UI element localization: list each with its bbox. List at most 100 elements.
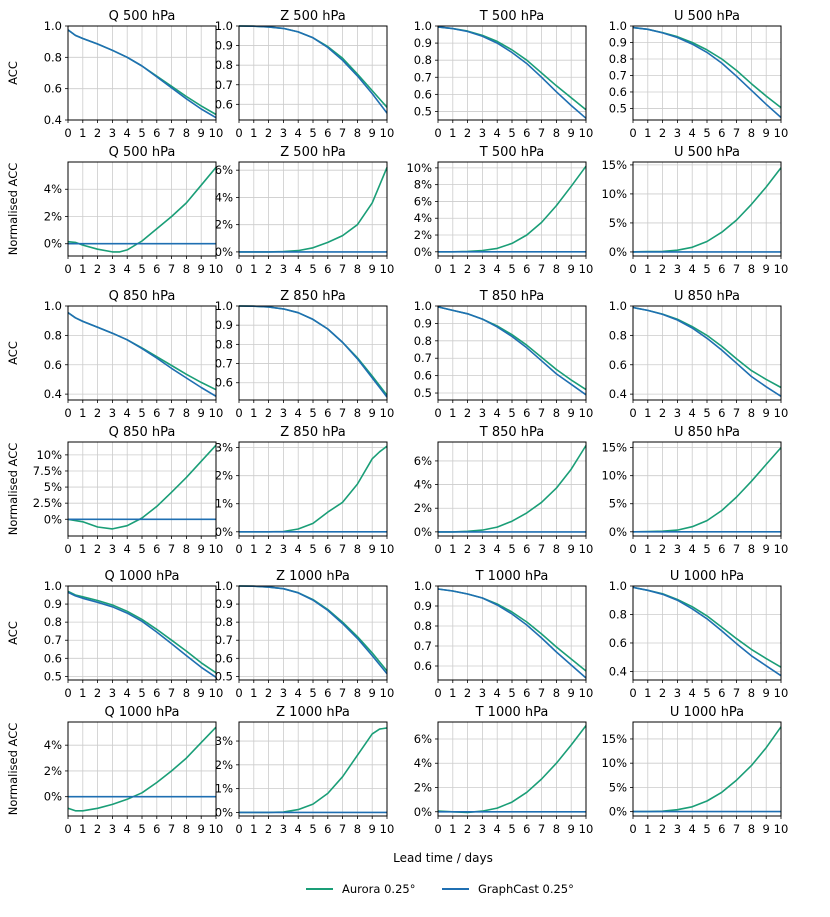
x-tick-label: 3	[280, 686, 287, 700]
y-tick-label: 5%	[609, 216, 627, 230]
x-tick-label: 5	[309, 126, 316, 140]
x-tick-label: 7	[538, 686, 545, 700]
x-tick-label: 7	[339, 542, 346, 556]
chart-panel-2-2: Z 500 hPa 0 1 2 3 4 5 6 7 8 9 10 0% 2% 4% 6%	[215, 145, 395, 276]
x-tick-label: 4	[124, 542, 131, 556]
chart-title: U 1000 hPa	[670, 705, 744, 720]
x-tick-label: 7	[538, 406, 545, 420]
x-tick-label: 9	[763, 542, 770, 556]
x-tick-label: 4	[689, 262, 696, 276]
x-tick-label: 6	[324, 822, 331, 836]
legend: Aurora 0.25° GraphCast 0.25°	[306, 882, 574, 896]
x-tick-label: 6	[324, 686, 331, 700]
x-tick-label: 0	[434, 262, 441, 276]
y-tick-label: 1.0	[414, 579, 432, 593]
series-line-graphcast	[238, 25, 388, 114]
y-tick-label: 0.5	[414, 386, 432, 400]
x-tick-label: 8	[354, 262, 361, 276]
y-tick-label: 0.9	[609, 35, 627, 49]
x-tick-label: 4	[295, 822, 302, 836]
x-tick-label: 5	[309, 822, 316, 836]
y-tick-label: 0%	[609, 525, 627, 539]
x-tick-label: 1	[644, 542, 651, 556]
y-tick-label: 0.6	[44, 651, 62, 665]
y-tick-label: 10%	[601, 756, 627, 770]
y-tick-label: 0%	[44, 790, 62, 804]
x-tick-label: 6	[324, 126, 331, 140]
x-tick-label: 3	[479, 542, 486, 556]
y-axis-label: Normalised ACC	[6, 723, 20, 816]
y-tick-label: 1.0	[44, 579, 62, 593]
x-tick-label: 2	[94, 822, 101, 836]
x-tick-label: 10	[579, 406, 594, 420]
x-tick-label: 0	[629, 542, 636, 556]
y-tick-label: 4%	[44, 182, 62, 196]
x-tick-label: 10	[209, 126, 224, 140]
x-tick-label: 1	[79, 262, 86, 276]
y-tick-label: 1.0	[215, 19, 233, 33]
x-tick-label: 1	[79, 126, 86, 140]
x-tick-label: 6	[718, 262, 725, 276]
x-tick-label: 5	[703, 406, 710, 420]
x-tick-label: 0	[235, 126, 242, 140]
x-tick-label: 1	[79, 406, 86, 420]
chart-title: Q 850 hPa	[109, 425, 176, 440]
x-tick-label: 5	[703, 542, 710, 556]
chart-panel-2-3: T 500 hPa 0 1 2 3 4 5 6 7 8 9 10 0% 2% 4% 6% 8% 10%	[406, 145, 593, 276]
x-tick-label: 10	[774, 126, 789, 140]
x-tick-label: 10	[209, 542, 224, 556]
x-tick-label: 3	[109, 262, 116, 276]
y-tick-label: 0%	[414, 245, 432, 259]
x-tick-label: 3	[109, 126, 116, 140]
x-tick-label: 4	[295, 406, 302, 420]
x-tick-label: 7	[538, 542, 545, 556]
y-tick-label: 0.7	[215, 357, 233, 371]
x-tick-label: 0	[64, 542, 71, 556]
x-tick-label: 9	[369, 406, 376, 420]
series-line-graphcast	[437, 588, 587, 679]
x-tick-label: 7	[339, 822, 346, 836]
x-tick-label: 2	[265, 262, 272, 276]
x-tick-label: 0	[235, 262, 242, 276]
chart-panel-6-4: U 1000 hPa 0 1 2 3 4 5 6 7 8 9 10 0% 5% 10% 15%	[601, 705, 788, 836]
x-tick-label: 8	[354, 406, 361, 420]
x-tick-label: 2	[659, 126, 666, 140]
x-tick-label: 5	[138, 126, 145, 140]
x-tick-label: 1	[250, 686, 257, 700]
y-tick-label: 2%	[215, 758, 233, 772]
x-tick-label: 6	[153, 542, 160, 556]
x-tick-label: 9	[369, 542, 376, 556]
y-tick-label: 0.6	[215, 97, 233, 111]
y-tick-label: 2%	[215, 469, 233, 483]
y-tick-label: 0.5	[215, 669, 233, 683]
chart-title: T 500 hPa	[479, 9, 544, 24]
x-tick-label: 1	[79, 822, 86, 836]
x-tick-label: 9	[369, 262, 376, 276]
x-tick-label: 3	[280, 262, 287, 276]
x-tick-label: 2	[464, 262, 471, 276]
x-tick-label: 7	[168, 126, 175, 140]
y-tick-label: 0.8	[44, 615, 62, 629]
series-line-graphcast	[238, 305, 388, 398]
x-tick-label: 4	[494, 822, 501, 836]
x-tick-label: 8	[553, 822, 560, 836]
x-tick-label: 0	[629, 406, 636, 420]
x-tick-label: 9	[568, 406, 575, 420]
chart-title: U 500 hPa	[674, 9, 740, 24]
x-tick-label: 5	[309, 686, 316, 700]
chart-title: U 850 hPa	[674, 425, 740, 440]
x-tick-label: 3	[674, 126, 681, 140]
y-tick-label: 0.7	[215, 78, 233, 92]
chart-title: T 500 hPa	[479, 145, 544, 160]
series-line-graphcast	[67, 311, 217, 397]
x-tick-label: 5	[508, 822, 515, 836]
x-tick-label: 3	[479, 406, 486, 420]
x-tick-label: 1	[250, 126, 257, 140]
chart-title: Z 500 hPa	[280, 145, 345, 160]
x-tick-label: 6	[523, 262, 530, 276]
chart-title: Z 1000 hPa	[276, 569, 350, 584]
x-tick-label: 1	[79, 542, 86, 556]
x-tick-label: 10	[774, 406, 789, 420]
x-tick-label: 9	[198, 406, 205, 420]
chart-title: Z 500 hPa	[280, 9, 345, 24]
